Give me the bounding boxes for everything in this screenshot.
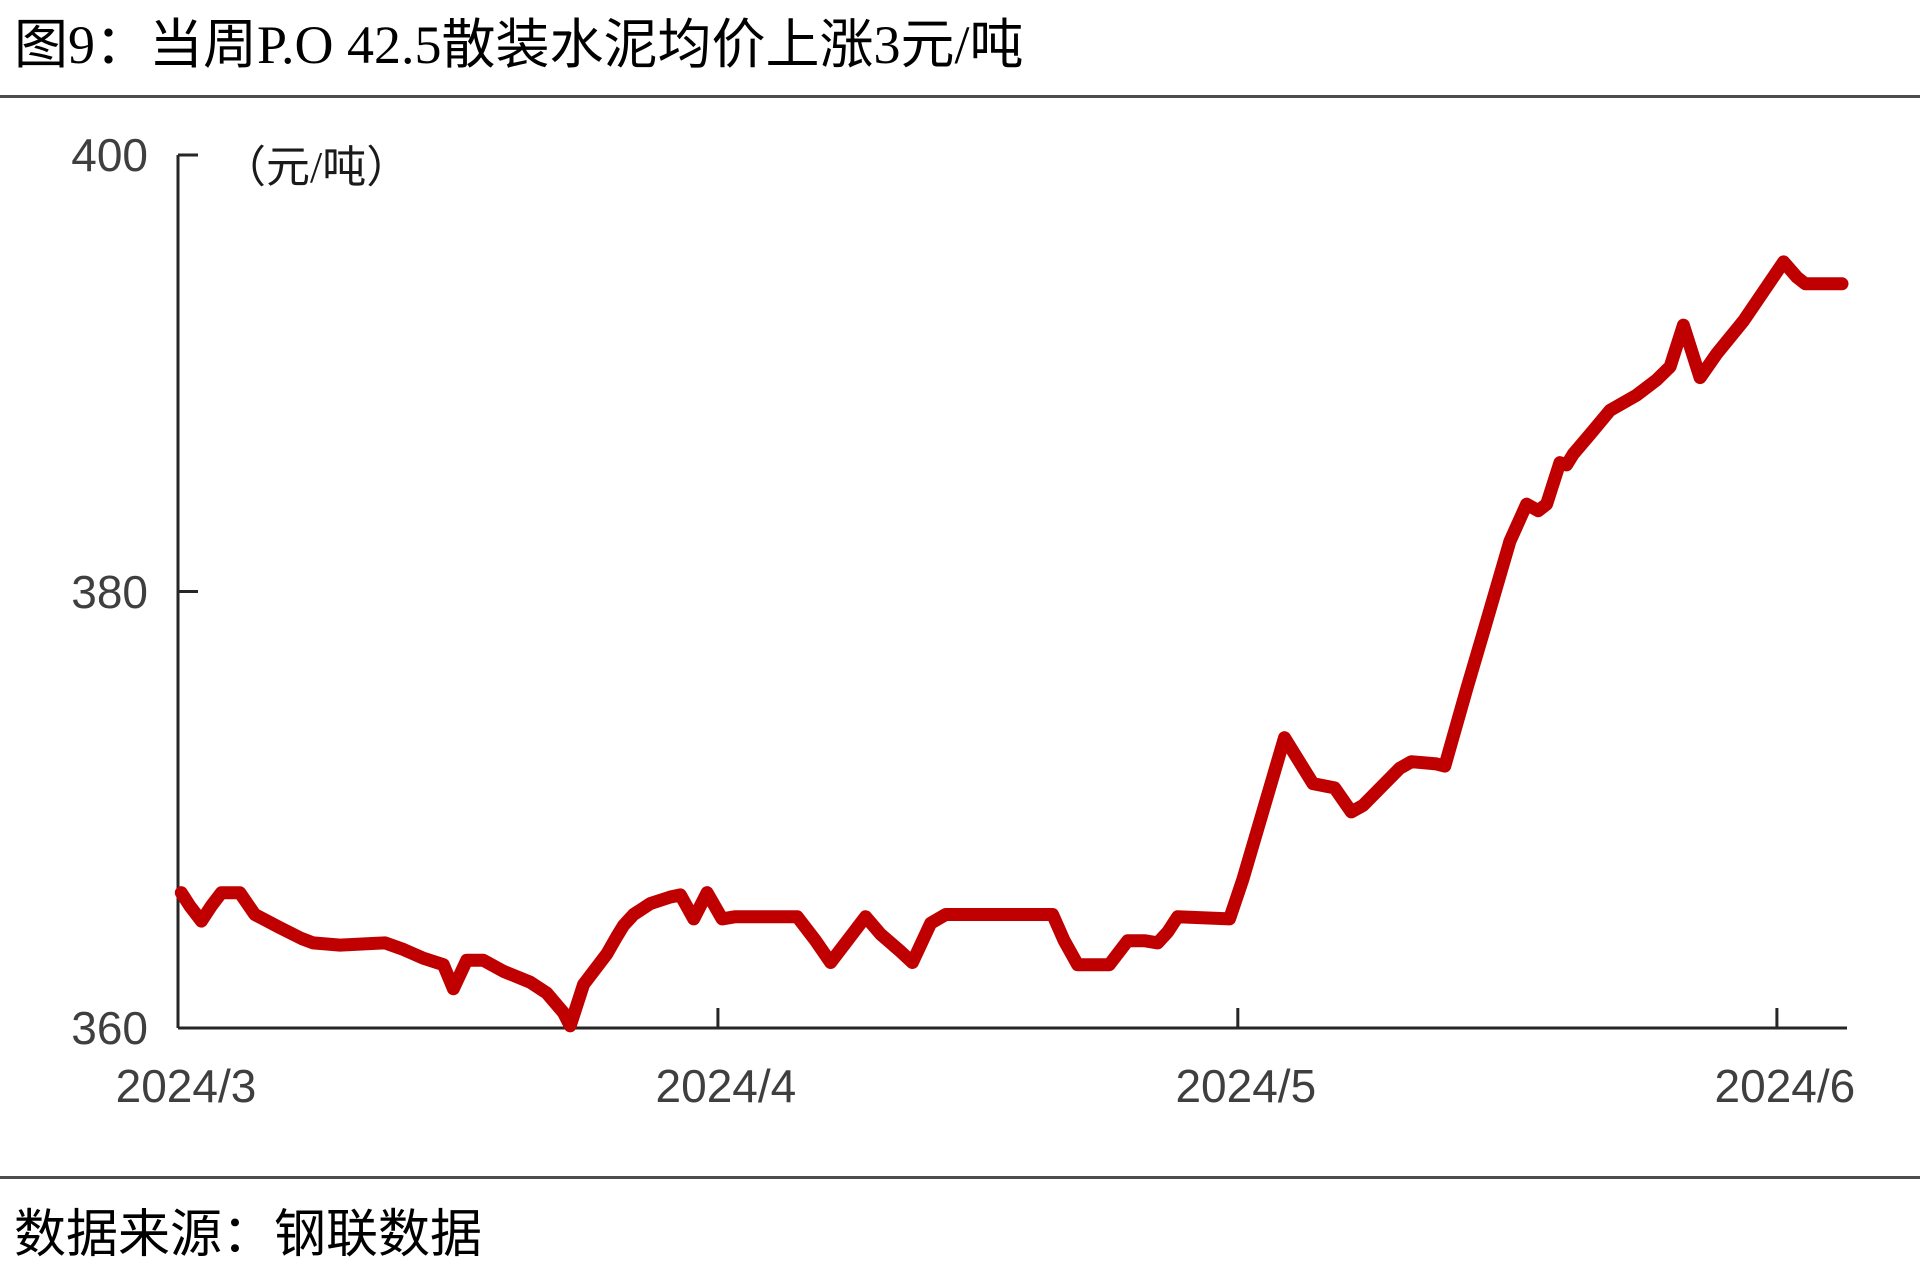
x-tick-label: 2024/4 [655,1060,797,1112]
chart-title: 图9：当周P.O 42.5散装水泥均价上涨3元/吨 [14,15,1024,75]
source-divider [0,1176,1920,1179]
x-tick-label: 2024/3 [115,1060,257,1112]
y-tick-label: 400 [71,129,148,181]
data-source-note: 数据来源：钢联数据 [14,1207,483,1264]
price-line-series [174,255,1849,1033]
y-tick-label: 360 [71,1002,148,1054]
y-axis-unit-label: （元/吨） [222,143,411,192]
x-tick-label: 2024/6 [1714,1060,1856,1112]
x-tick-label: 2024/5 [1175,1060,1317,1112]
y-tick-label: 380 [71,565,148,618]
title-divider [0,95,1920,98]
